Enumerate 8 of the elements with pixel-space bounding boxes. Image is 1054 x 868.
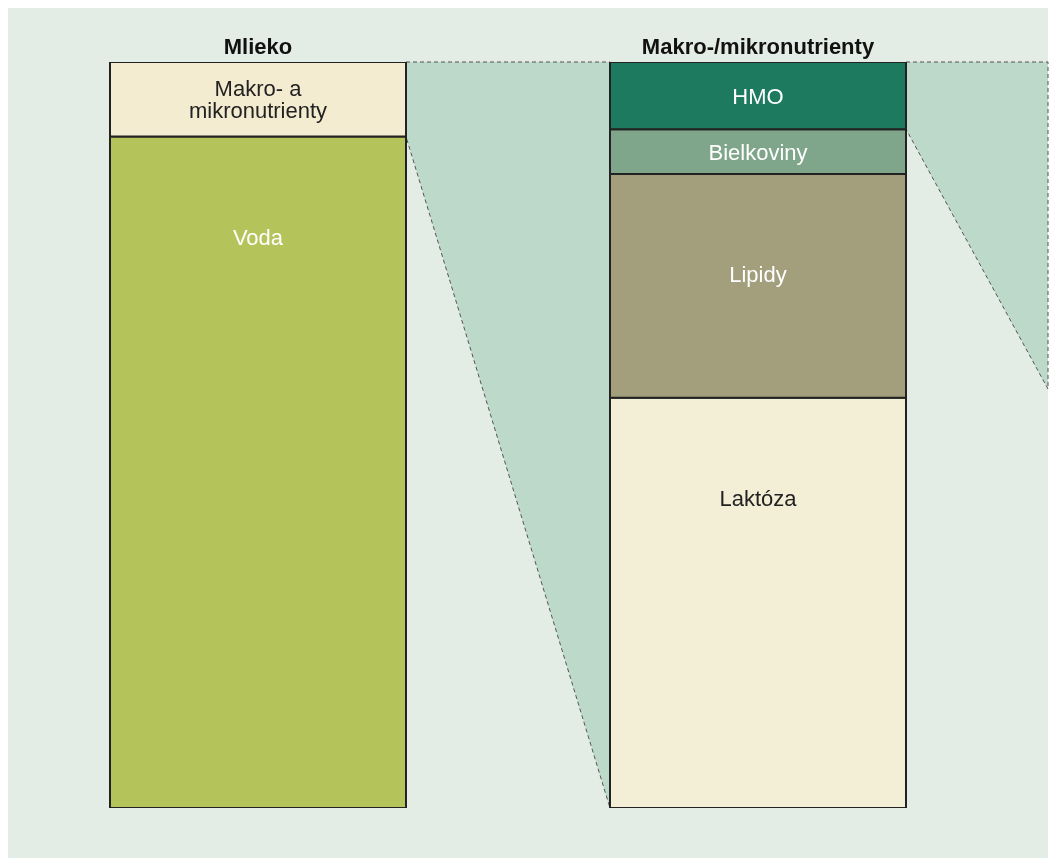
series-label: Lipidy xyxy=(729,261,787,287)
series-label: Voda xyxy=(232,224,284,250)
series-label: HMO xyxy=(732,83,784,109)
x-tick-label: Makro-/mikronutrienty xyxy=(641,34,875,59)
series-label: Makro- a mikronutrienty xyxy=(188,75,328,123)
series-label: Bielkoviny xyxy=(708,139,808,165)
series-label: Laktóza xyxy=(719,485,798,511)
x-tick-label: Mlieko xyxy=(223,34,293,59)
